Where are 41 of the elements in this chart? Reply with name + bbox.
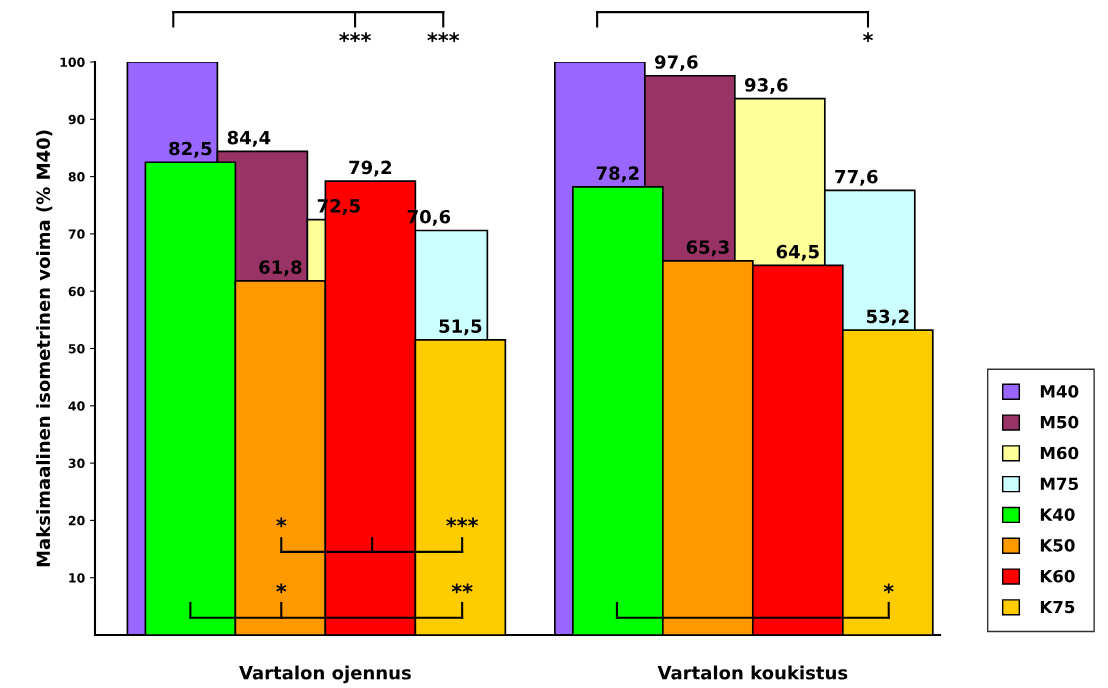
data-label: 64,5 — [776, 244, 819, 261]
y-tick-label: 60 — [68, 286, 85, 297]
data-label: 53,2 — [866, 309, 909, 326]
x-tick-label: Vartalon koukistus — [657, 665, 848, 680]
data-label: 51,5 — [439, 319, 482, 336]
y-tick-label: 40 — [68, 401, 85, 411]
legend-label: M60 — [1040, 446, 1079, 460]
data-label: 79,2 — [349, 160, 392, 177]
y-axis-title: Maksimaalinen isometrinen voima (% M40) — [36, 130, 53, 567]
data-label: 78,2 — [596, 166, 639, 183]
y-tick-label: 30 — [68, 458, 85, 469]
y-tick-label: 10 — [69, 573, 85, 583]
legend-label: M50 — [1040, 415, 1079, 429]
data-label: 97,6 — [654, 55, 698, 72]
legend-label: K50 — [1040, 539, 1075, 552]
y-tick-label: 20 — [68, 515, 85, 526]
legend-label: K75 — [1040, 600, 1075, 614]
text: *** — [427, 32, 460, 42]
legend-label: K40 — [1040, 508, 1075, 521]
legend-label: M75 — [1040, 477, 1078, 491]
y-tick-label: 80 — [68, 172, 85, 182]
annotation: ** — [451, 583, 473, 594]
data-label: 84,4 — [227, 130, 271, 147]
annotation: *** — [446, 517, 479, 528]
data-label: 77,6 — [835, 169, 878, 186]
annotation: * — [276, 583, 287, 594]
y-tick-label: 90 — [68, 114, 85, 125]
legend-label: K60 — [1040, 569, 1075, 583]
text: *** — [339, 32, 371, 42]
text: * — [862, 32, 874, 42]
data-label: 61,8 — [259, 260, 302, 277]
annotation: * — [883, 583, 894, 594]
y-tick-label: 50 — [68, 343, 85, 354]
legend-label: M40 — [1040, 385, 1079, 398]
annotation: * — [276, 517, 287, 528]
x-tick-label: Vartalon ojennus — [239, 665, 411, 684]
y-tick-label: 100 — [60, 57, 85, 67]
data-label: 93,6 — [744, 78, 788, 95]
y-tick-label: 70 — [68, 229, 85, 239]
data-label: 82,5 — [169, 141, 212, 158]
data-label: 65,3 — [686, 240, 729, 257]
